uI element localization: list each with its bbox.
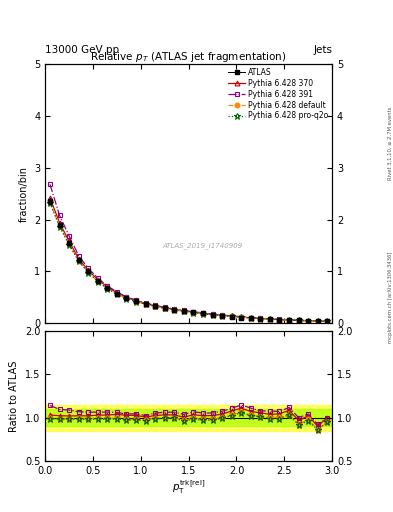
Text: Jets: Jets <box>313 45 332 55</box>
Y-axis label: Ratio to ATLAS: Ratio to ATLAS <box>9 360 19 432</box>
Y-axis label: fraction/bin: fraction/bin <box>18 166 29 222</box>
X-axis label: $p_{\mathrm{T}}^{\mathrm{trk[rel]}}$: $p_{\mathrm{T}}^{\mathrm{trk[rel]}}$ <box>172 478 206 496</box>
Bar <box>45 409 332 426</box>
Legend: ATLAS, Pythia 6.428 370, Pythia 6.428 391, Pythia 6.428 default, Pythia 6.428 pr: ATLAS, Pythia 6.428 370, Pythia 6.428 39… <box>227 66 330 122</box>
Text: ATLAS_2019_I1740909: ATLAS_2019_I1740909 <box>163 242 243 249</box>
Text: Rivet 3.1.10, ≥ 2.7M events: Rivet 3.1.10, ≥ 2.7M events <box>388 106 393 180</box>
Text: mcplots.cern.ch [arXiv:1306.3436]: mcplots.cern.ch [arXiv:1306.3436] <box>388 251 393 343</box>
Text: 13000 GeV pp: 13000 GeV pp <box>45 45 119 55</box>
Title: Relative $p_{T}$ (ATLAS jet fragmentation): Relative $p_{T}$ (ATLAS jet fragmentatio… <box>90 50 287 64</box>
Bar <box>45 404 332 431</box>
